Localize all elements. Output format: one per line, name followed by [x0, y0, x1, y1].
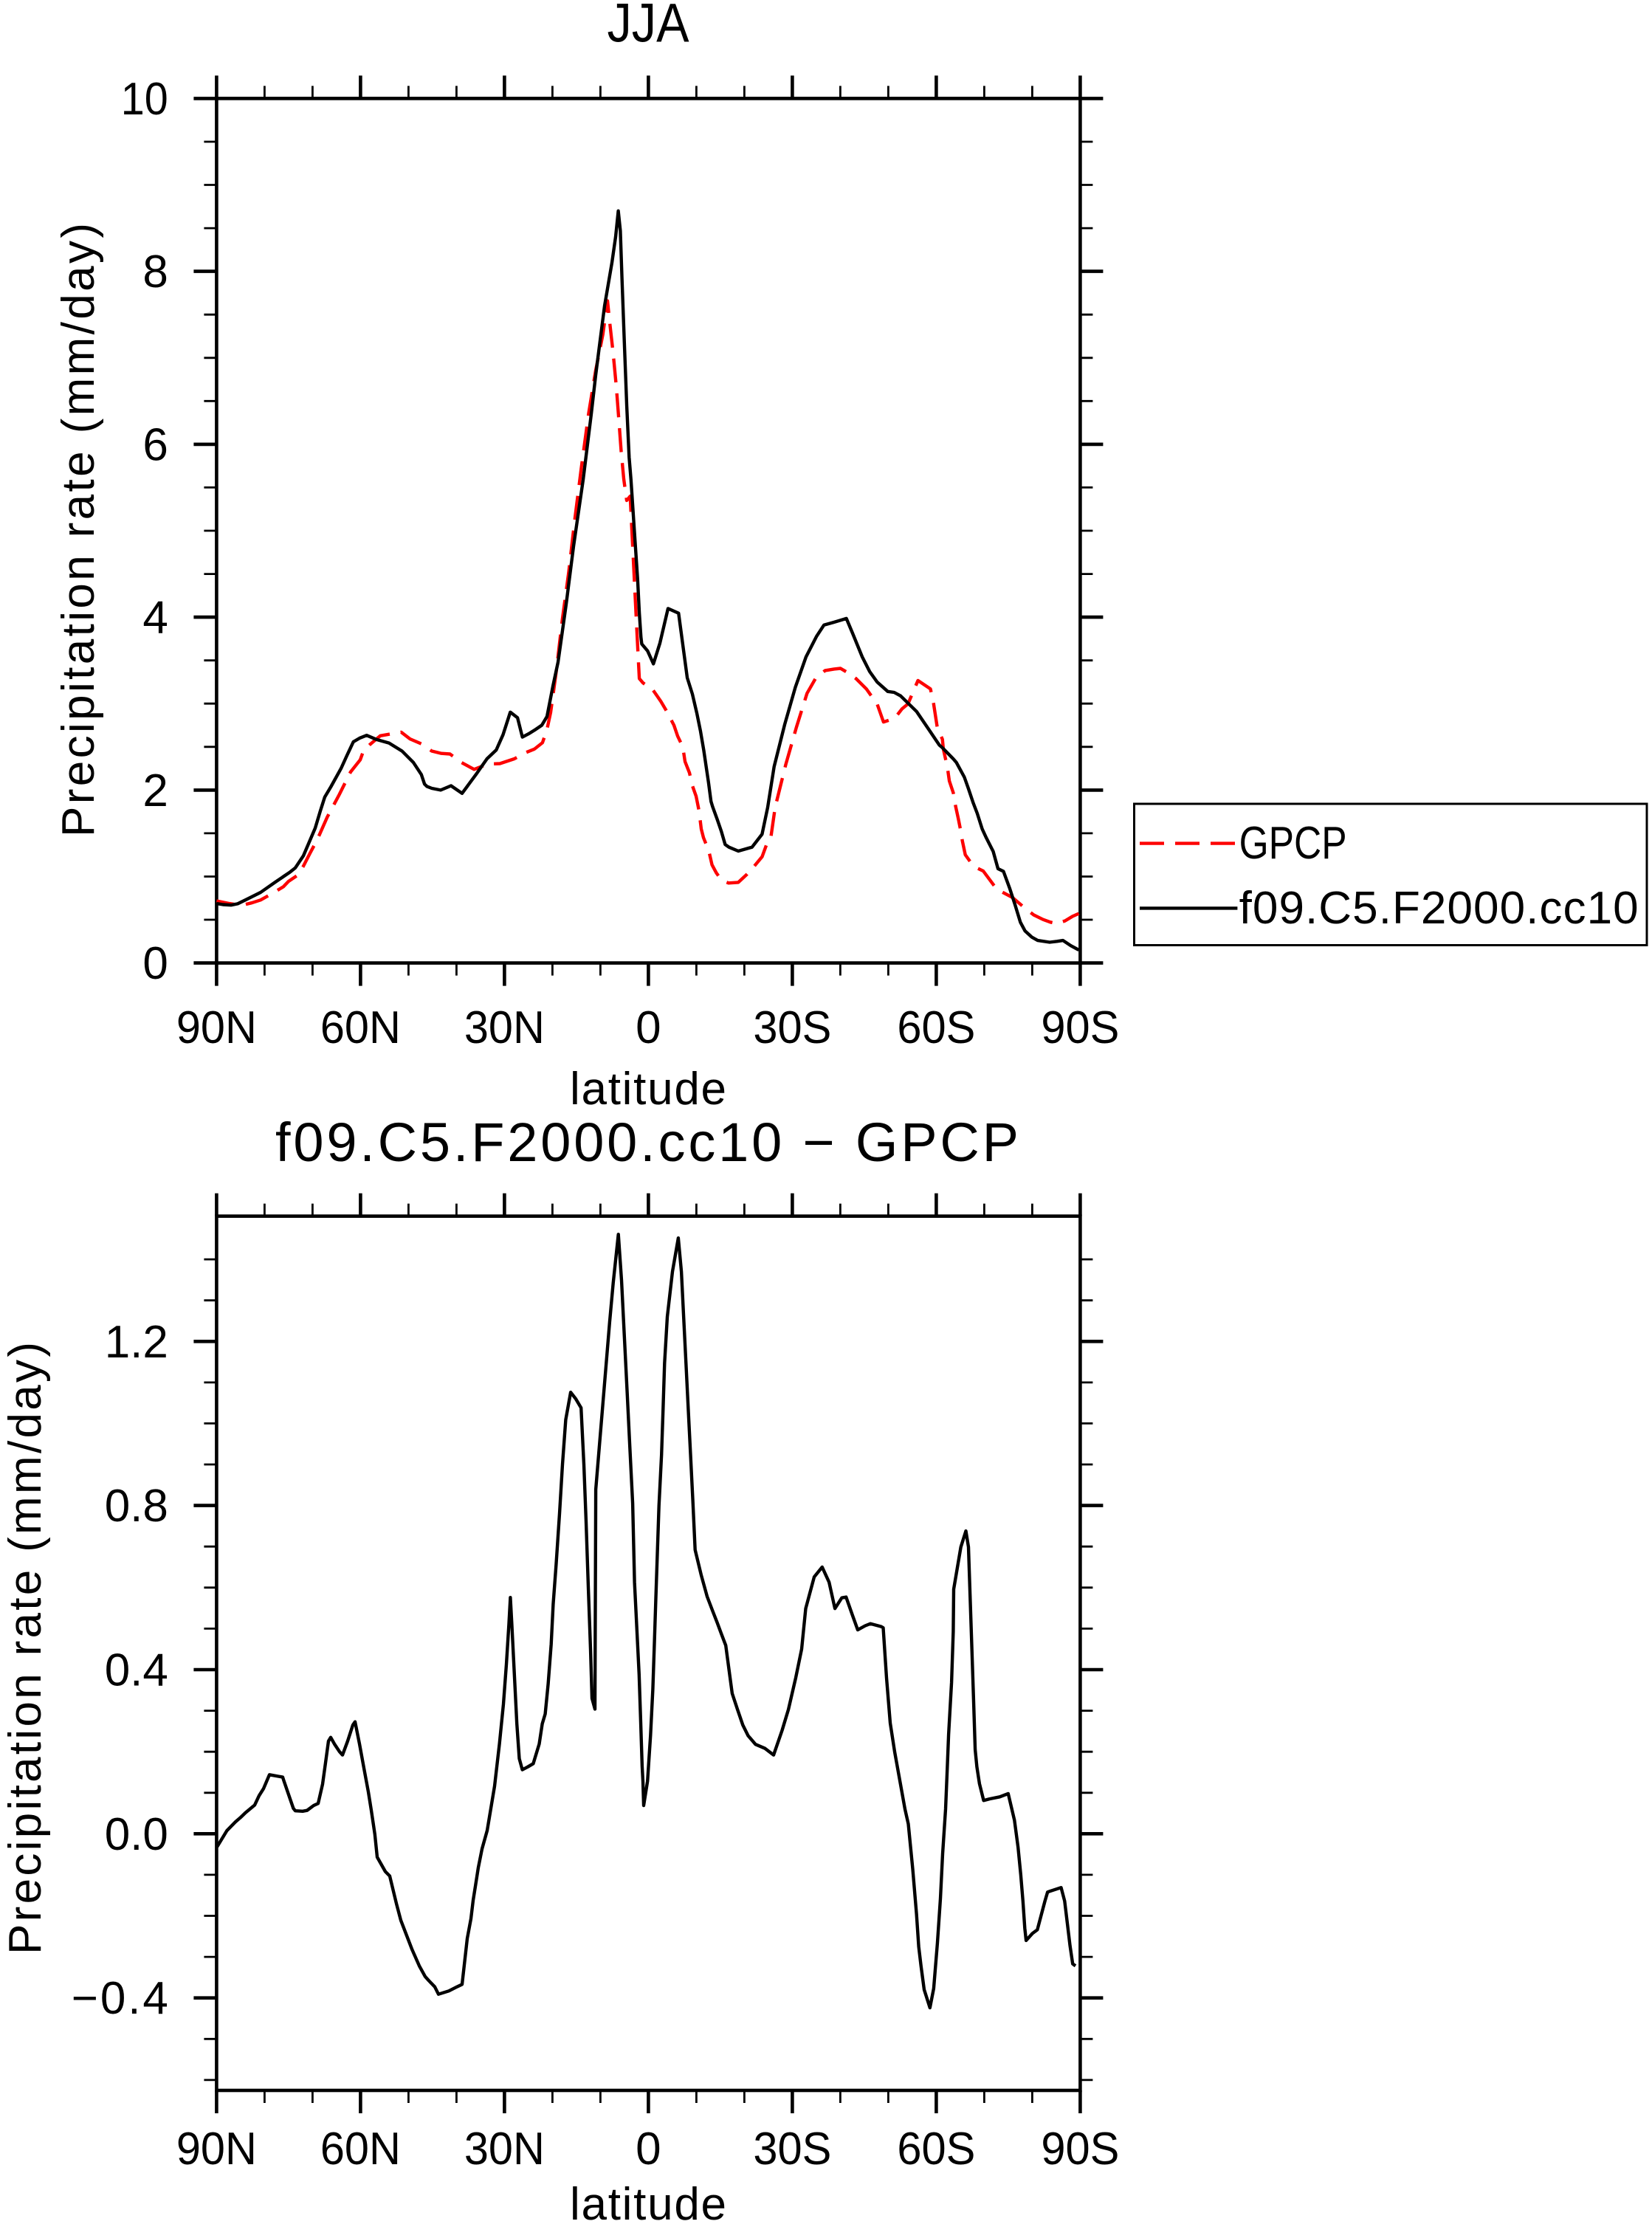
svg-text:Precipitation rate (mm/day): Precipitation rate (mm/day) [53, 223, 104, 837]
svg-text:4: 4 [142, 593, 168, 644]
svg-text:30S: 30S [753, 2124, 831, 2175]
svg-text:1.2: 1.2 [105, 1317, 168, 1368]
svg-text:latitude: latitude [570, 1064, 726, 1115]
svg-text:60N: 60N [320, 2124, 401, 2175]
svg-text:8: 8 [142, 247, 168, 297]
svg-text:f09.C5.F2000.cc10 − GPCP: f09.C5.F2000.cc10 − GPCP [275, 1112, 1019, 1173]
svg-text:0.0: 0.0 [105, 1809, 168, 1860]
svg-text:0.4: 0.4 [105, 1645, 168, 1696]
svg-text:60S: 60S [897, 2124, 975, 2175]
svg-text:90S: 90S [1041, 2124, 1119, 2175]
svg-text:60S: 60S [897, 1002, 975, 1053]
svg-text:0.8: 0.8 [105, 1481, 168, 1532]
svg-text:0: 0 [142, 938, 168, 989]
svg-text:90N: 90N [176, 1002, 257, 1053]
svg-text:2: 2 [142, 765, 168, 816]
svg-text:0: 0 [636, 2124, 661, 2175]
svg-text:latitude: latitude [570, 2179, 726, 2224]
svg-text:6: 6 [142, 419, 168, 470]
svg-text:−0.4: −0.4 [72, 1973, 168, 2024]
svg-text:30S: 30S [753, 1002, 831, 1053]
svg-text:60N: 60N [320, 1002, 401, 1053]
svg-text:GPCP: GPCP [1239, 818, 1347, 869]
svg-text:JJA: JJA [608, 0, 690, 54]
svg-text:Precipitation rate (mm/day): Precipitation rate (mm/day) [0, 1342, 51, 1955]
svg-text:30N: 30N [464, 1002, 545, 1053]
svg-text:10: 10 [121, 74, 168, 125]
svg-text:90N: 90N [176, 2124, 257, 2175]
svg-text:f09.C5.F2000.cc10: f09.C5.F2000.cc10 [1239, 883, 1639, 934]
svg-text:0: 0 [636, 1002, 661, 1053]
svg-text:30N: 30N [464, 2124, 545, 2175]
svg-text:90S: 90S [1041, 1002, 1119, 1053]
